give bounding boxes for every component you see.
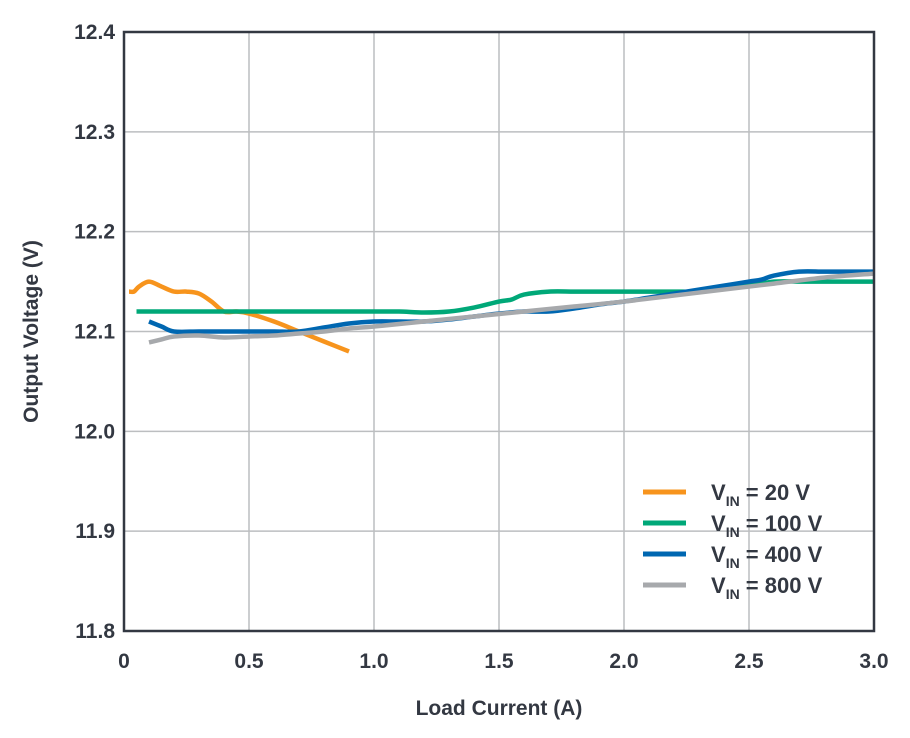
x-tick-label: 0: [118, 650, 130, 673]
plot-frame: [122, 30, 876, 633]
legend-item: VIN = 400 V: [643, 542, 823, 571]
x-tick-label: 0.5: [234, 650, 264, 673]
grid-lines: [124, 32, 874, 631]
series-line-vin-800v: [148, 271, 874, 345]
x-tick-label: 2.5: [734, 650, 764, 673]
x-tick-label: 2.0: [609, 650, 638, 673]
y-tick-label: 11.9: [75, 520, 115, 543]
x-tick-label: 1.5: [484, 650, 514, 673]
x-tick-label: 1.0: [359, 650, 388, 673]
x-tick-label: 3.0: [859, 650, 888, 673]
legend-label: VIN = 800 V: [711, 573, 823, 602]
y-tick-label: 12.1: [74, 321, 115, 344]
y-tick-label: 12.4: [74, 21, 115, 44]
series-line-vin-20v: [128, 279, 350, 354]
series-layer: [128, 269, 874, 354]
legend-item: VIN = 100 V: [643, 511, 823, 540]
legend-label: VIN = 20 V: [711, 480, 810, 509]
y-tick-label: 12.0: [74, 420, 115, 443]
legend-label: VIN = 400 V: [711, 542, 823, 571]
legend-item: VIN = 20 V: [643, 480, 810, 509]
y-tick-label: 12.3: [74, 121, 115, 144]
y-tick-labels: 11.8 11.9 12.0 12.1 12.2 12.3 12.4: [74, 21, 115, 643]
y-axis-title: Output Voltage (V): [20, 240, 43, 423]
y-tick-label: 11.8: [75, 620, 115, 643]
x-axis-title: Load Current (A): [416, 697, 583, 720]
legend-label: VIN = 100 V: [711, 511, 823, 540]
legend-item: VIN = 800 V: [643, 573, 823, 602]
x-tick-labels: 0 0.5 1.0 1.5 2.0 2.5 3.0: [118, 650, 888, 673]
y-tick-label: 12.2: [74, 221, 115, 244]
